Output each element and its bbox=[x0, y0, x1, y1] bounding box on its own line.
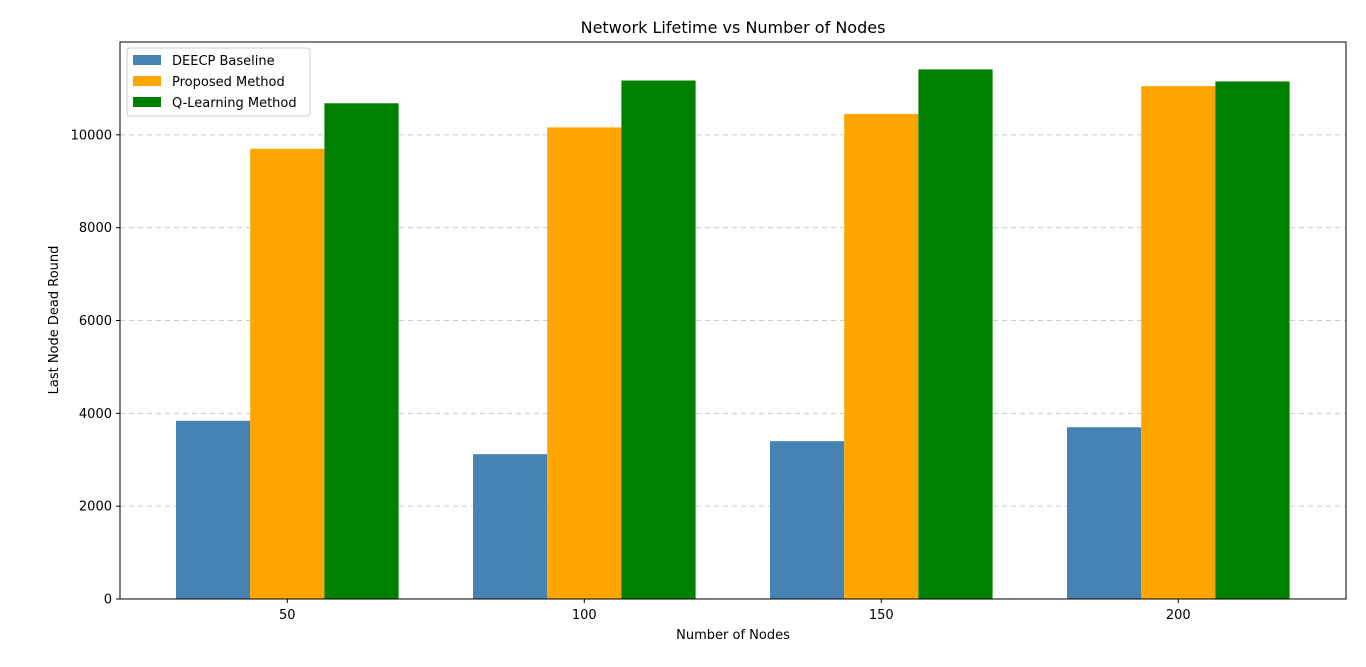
bar-q-learning-method-200 bbox=[1215, 81, 1290, 600]
chart-title: Network Lifetime vs Number of Nodes bbox=[581, 18, 886, 37]
bar-proposed-method-200 bbox=[1141, 86, 1216, 600]
x-axis-label: Number of Nodes bbox=[676, 628, 790, 643]
x-tick-label: 200 bbox=[1166, 608, 1191, 623]
y-tick-label: 8000 bbox=[79, 221, 112, 236]
bar-q-learning-method-100 bbox=[621, 80, 696, 600]
x-tick-label: 100 bbox=[572, 608, 597, 623]
x-tick-label: 150 bbox=[869, 608, 894, 623]
bar-deecp-baseline-50 bbox=[176, 420, 251, 599]
y-tick-label: 6000 bbox=[79, 314, 112, 329]
bars bbox=[176, 69, 1290, 600]
legend-label: DEECP Baseline bbox=[172, 54, 275, 69]
y-tick-label: 10000 bbox=[71, 128, 112, 143]
y-tick-label: 0 bbox=[104, 593, 112, 608]
y-axis-label: Last Node Dead Round bbox=[47, 246, 62, 395]
bar-q-learning-method-50 bbox=[324, 103, 399, 600]
legend-label: Proposed Method bbox=[172, 75, 285, 90]
legend-swatch bbox=[133, 97, 161, 107]
bar-q-learning-method-150 bbox=[918, 69, 993, 599]
x-tick-label: 50 bbox=[279, 608, 296, 623]
bar-deecp-baseline-100 bbox=[473, 454, 548, 599]
bar-proposed-method-100 bbox=[547, 127, 622, 599]
bar-deecp-baseline-200 bbox=[1067, 427, 1142, 599]
legend-swatch bbox=[133, 55, 161, 65]
legend-swatch bbox=[133, 76, 161, 86]
y-tick-label: 4000 bbox=[79, 407, 112, 422]
bar-deecp-baseline-150 bbox=[770, 441, 845, 599]
bar-proposed-method-150 bbox=[844, 113, 919, 599]
legend-box bbox=[126, 47, 311, 117]
bar-proposed-method-50 bbox=[250, 148, 325, 599]
legend-label: Q-Learning Method bbox=[172, 96, 297, 111]
y-tick-label: 2000 bbox=[79, 500, 112, 515]
legend: DEECP Baseline Proposed Method Q-Learning … bbox=[126, 47, 311, 117]
axis-ticks: 0 2000 4000 6000 8000 10000 50 100 150 200 bbox=[71, 128, 1191, 623]
